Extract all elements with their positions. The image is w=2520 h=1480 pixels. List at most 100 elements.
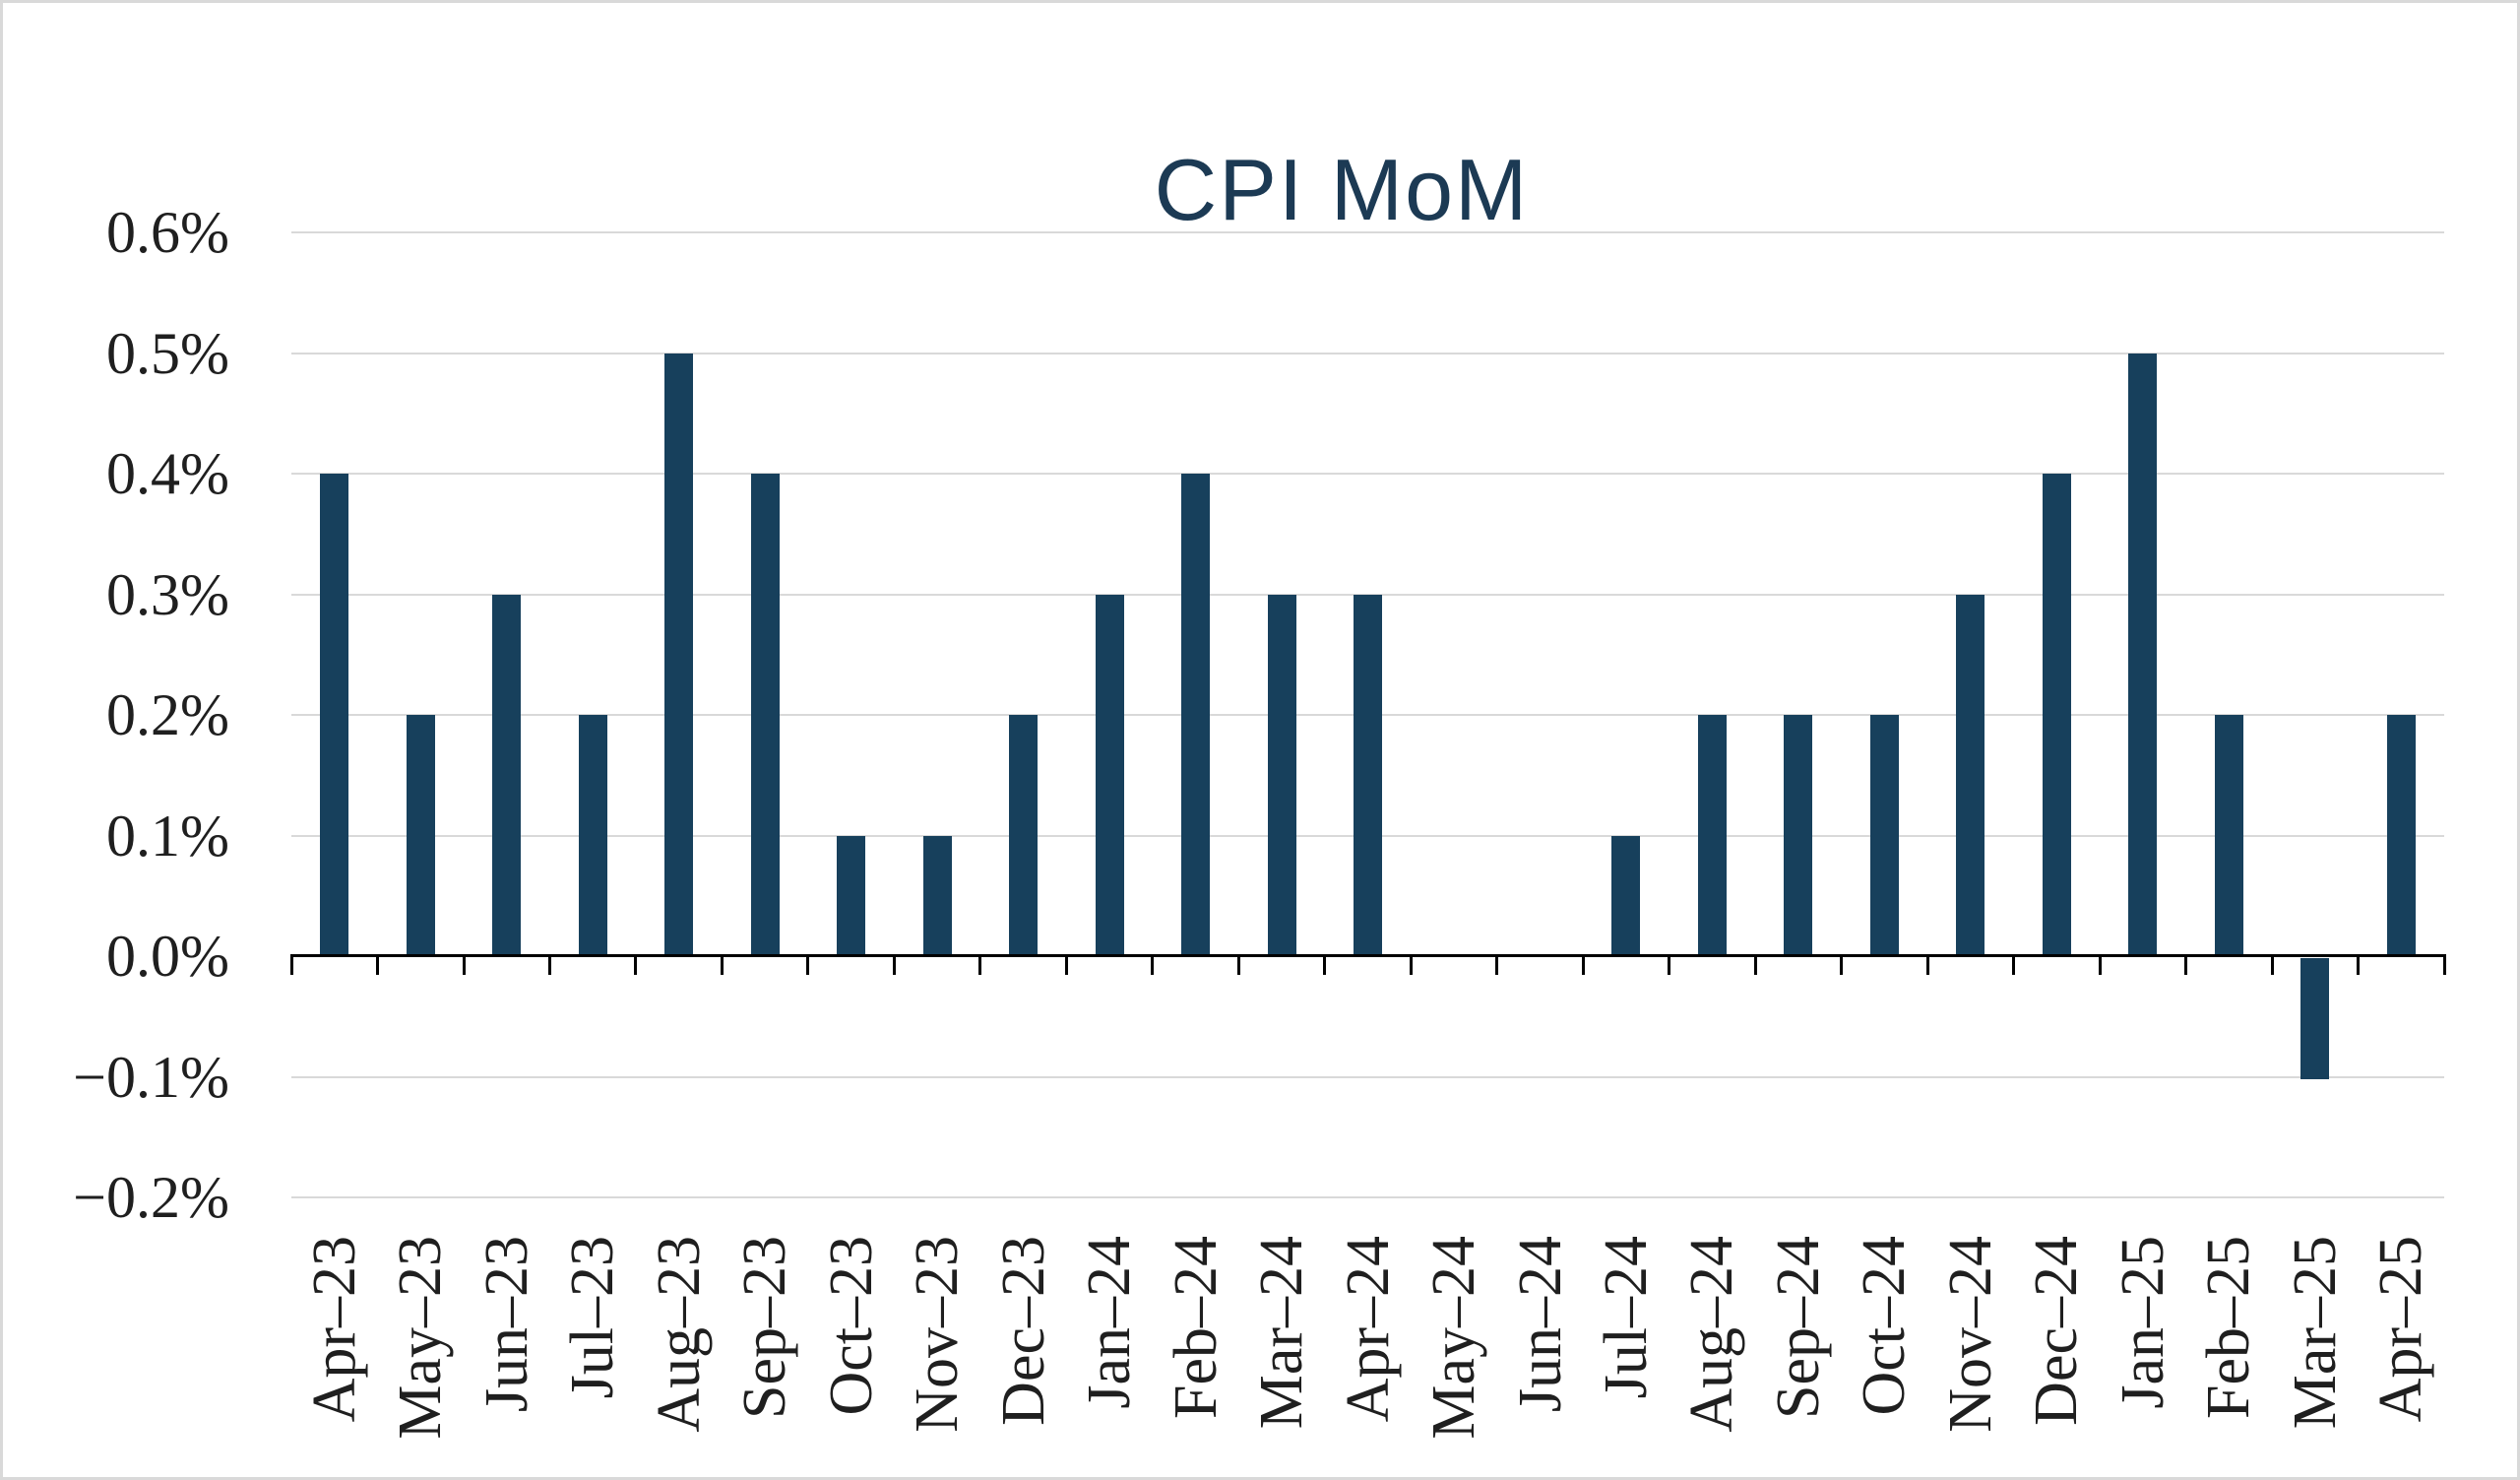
axis-tick (1925, 954, 1929, 975)
y-tick-label: 0.1% (106, 803, 229, 869)
x-label-cell: Apr–23 (291, 1236, 378, 1422)
x-label-oct-24: Oct–24 (1851, 1236, 1919, 1416)
bar-jul-23 (578, 715, 607, 956)
axis-tick (2098, 954, 2102, 975)
x-label-cell: Dec–24 (2013, 1236, 2100, 1426)
bar-jul-24 (1611, 835, 1641, 956)
x-label-may-24: May–24 (1420, 1236, 1487, 1440)
x-label-jun-23: Jun–23 (472, 1236, 540, 1413)
x-label-mar-25: Mar–25 (2281, 1236, 2349, 1430)
x-label-cell: Mar–25 (2272, 1236, 2359, 1429)
bar-sep-23 (750, 474, 780, 956)
x-label-cell: Dec–23 (980, 1236, 1067, 1426)
x-label-cell: Apr–25 (2358, 1236, 2444, 1422)
gridline-0.5pct (291, 352, 2444, 354)
x-label-apr-25: Apr–25 (2367, 1236, 2435, 1423)
x-label-cell: Jul–23 (549, 1236, 636, 1398)
x-label-feb-25: Feb–25 (2195, 1236, 2263, 1419)
x-label-cell: Aug–24 (1669, 1236, 1755, 1433)
axis-tick (1495, 954, 1499, 975)
x-label-mar-24: Mar–24 (1248, 1236, 1315, 1430)
bar-nov-24 (1956, 594, 1985, 956)
x-label-cell: Mar–24 (1238, 1236, 1325, 1429)
bar-jan-25 (2128, 353, 2158, 956)
axis-tick (1236, 954, 1240, 975)
axis-tick (978, 954, 982, 975)
y-tick-label: −0.1% (73, 1044, 229, 1110)
axis-tick (634, 954, 638, 975)
x-label-cell: Jun–23 (464, 1236, 550, 1412)
y-tick-label: 0.4% (106, 441, 229, 506)
axis-tick (2012, 954, 2016, 975)
x-label-cell: Sep–23 (722, 1236, 808, 1419)
axis-tick (376, 954, 379, 975)
y-tick-label: 0.6% (106, 200, 229, 265)
axis-tick (1323, 954, 1327, 975)
x-label-cell: Oct–24 (1841, 1236, 1927, 1416)
y-tick-label: 0.2% (106, 682, 229, 747)
x-label-cell: May–23 (377, 1236, 464, 1440)
bar-sep-24 (1784, 715, 1813, 956)
x-label-cell: Aug–23 (636, 1236, 723, 1433)
axis-tick (2357, 954, 2360, 975)
axis-tick (1151, 954, 1155, 975)
axis-tick (462, 954, 466, 975)
bar-feb-24 (1181, 474, 1210, 956)
y-tick-label: 0.3% (106, 561, 229, 627)
axis-tick (2442, 954, 2446, 975)
x-label-cell: Apr–24 (1325, 1236, 1412, 1422)
x-label-cell: Jul–24 (1583, 1236, 1670, 1398)
x-axis-line (291, 954, 2444, 957)
bar-mar-24 (1267, 594, 1296, 956)
x-label-cell: Jun–24 (1497, 1236, 1584, 1412)
x-label-cell: Oct–23 (808, 1236, 895, 1416)
x-label-feb-24: Feb–24 (1162, 1236, 1229, 1419)
y-tick-label: 0.0% (106, 924, 229, 989)
bar-feb-25 (2214, 715, 2243, 956)
x-label-dec-24: Dec–24 (2023, 1236, 2091, 1426)
x-label-cell: Sep–24 (1755, 1236, 1842, 1419)
bar-aug-24 (1697, 715, 1727, 956)
y-tick-label: −0.2% (73, 1165, 229, 1230)
bar-apr-25 (2386, 715, 2416, 956)
bar-apr-24 (1354, 594, 1382, 956)
bar-dec-24 (2042, 474, 2071, 956)
bar-may-23 (406, 715, 435, 956)
axis-tick (1840, 954, 1844, 975)
x-label-apr-24: Apr–24 (1334, 1236, 1402, 1423)
axis-tick (289, 954, 293, 975)
x-label-cell: Nov–23 (894, 1236, 980, 1433)
x-label-cell: Jan–24 (1066, 1236, 1153, 1409)
gridline-−0.2pct (291, 1196, 2444, 1198)
x-label-jan-25: Jan–25 (2109, 1236, 2176, 1409)
x-label-nov-24: Nov–24 (1936, 1236, 2004, 1433)
bar-aug-23 (664, 353, 694, 956)
x-label-cell: May–24 (1411, 1236, 1497, 1440)
chart-title: CPI MoM (1154, 141, 1530, 238)
x-label-aug-23: Aug–23 (645, 1236, 713, 1433)
x-label-cell: Feb–25 (2185, 1236, 2272, 1419)
x-label-jul-24: Jul–24 (1592, 1236, 1660, 1399)
axis-tick (1064, 954, 1068, 975)
x-label-sep-23: Sep–23 (731, 1236, 799, 1419)
axis-tick (1409, 954, 1413, 975)
x-label-nov-23: Nov–23 (904, 1236, 972, 1433)
axis-tick (547, 954, 551, 975)
x-label-jan-24: Jan–24 (1076, 1236, 1144, 1409)
gridline-0.6pct (291, 231, 2444, 233)
x-label-may-23: May–23 (387, 1236, 455, 1440)
bar-oct-24 (1869, 715, 1899, 956)
bar-nov-23 (922, 835, 952, 956)
axis-tick (2184, 954, 2188, 975)
bar-apr-23 (320, 474, 349, 956)
axis-tick (1668, 954, 1671, 975)
axis-tick (1753, 954, 1757, 975)
axis-tick (720, 954, 724, 975)
bar-mar-25 (2300, 958, 2330, 1079)
axis-tick (2270, 954, 2274, 975)
x-label-cell: Feb–24 (1153, 1236, 1239, 1419)
gridline-−0.1pct (291, 1075, 2444, 1078)
x-label-jun-24: Jun–24 (1506, 1236, 1574, 1413)
x-label-oct-23: Oct–23 (817, 1236, 885, 1416)
